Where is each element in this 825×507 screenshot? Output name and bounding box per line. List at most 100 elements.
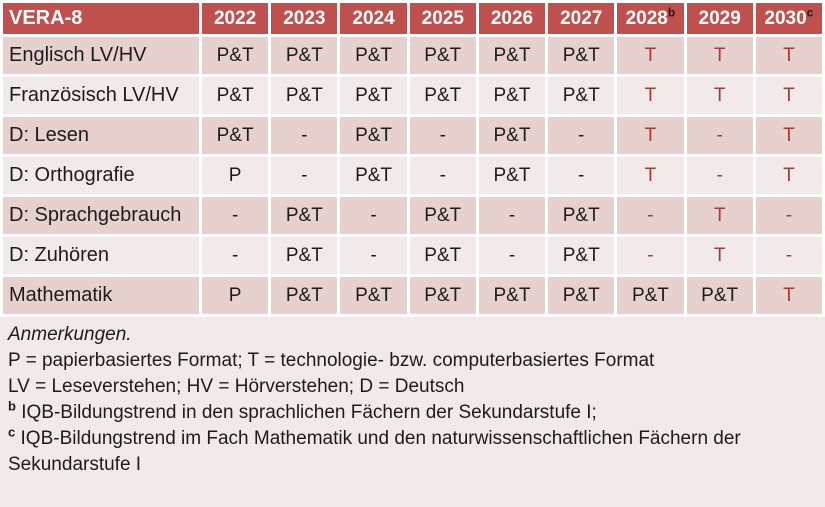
format-cell: P&T (617, 277, 684, 314)
format-cell: - (478, 237, 546, 274)
format-cell: P&T (340, 277, 407, 314)
year-header-cell: 2026 (478, 3, 546, 34)
vera8-schedule-table: VERA-8 2022 2023 2024 2025 2026 2027 2028b 2029… (3, 3, 822, 314)
format-cell: P&T (340, 117, 407, 154)
note-line: LV = Leseverstehen; HV = Hörverstehen; D… (8, 376, 465, 397)
format-cell: P&T (271, 237, 338, 274)
format-cell: T (617, 157, 684, 194)
format-cell: - (271, 117, 338, 154)
format-cell: P (202, 277, 269, 314)
year-header-cell: 2028b (617, 3, 684, 34)
table-row: D: Sprachgebrauch - P&T - P&T - P&T - T - (3, 197, 822, 234)
notes-section: Anmerkungen. P = papierbasiertes Format;… (0, 317, 825, 507)
format-cell: P&T (409, 277, 476, 314)
format-cell: T (686, 77, 753, 114)
subject-label-cell: D: Lesen (3, 117, 199, 154)
format-cell: - (548, 157, 615, 194)
format-cell: - (409, 157, 476, 194)
format-cell: P&T (478, 37, 546, 74)
table-body: Englisch LV/HV P&T P&T P&T P&T P&T P&T T T T Franz… (3, 37, 822, 314)
format-cell: P&T (202, 77, 269, 114)
format-cell: P&T (478, 77, 546, 114)
footnote-marker: b (667, 5, 676, 20)
year-header-cell: 2029 (686, 3, 753, 34)
year-header-cell: 2025 (409, 3, 476, 34)
note-line: c IQB-Bildungstrend im Fach Mathematik u… (8, 424, 741, 475)
notes-heading: Anmerkungen. (8, 324, 132, 345)
subject-label-cell: Englisch LV/HV (3, 37, 199, 74)
note-line: P = papierbasiertes Format; T = technolo… (8, 350, 655, 371)
format-cell: T (755, 77, 822, 114)
year-header-cell: 2027 (548, 3, 615, 34)
format-cell: P&T (202, 37, 269, 74)
format-cell: - (548, 117, 615, 154)
format-cell: P&T (409, 37, 476, 74)
table-title-cell: VERA-8 (3, 3, 199, 34)
format-cell: P&T (271, 197, 338, 234)
format-cell: T (755, 37, 822, 74)
year-header-cell: 2024 (340, 3, 407, 34)
year-header-cell: 2023 (271, 3, 338, 34)
format-cell: - (271, 157, 338, 194)
format-cell: - (202, 237, 269, 274)
format-cell: T (617, 77, 684, 114)
format-cell: T (686, 237, 753, 274)
format-cell: P&T (478, 157, 546, 194)
table-row: Französisch LV/HV P&T P&T P&T P&T P&T P&T T T T (3, 77, 822, 114)
format-cell: - (755, 237, 822, 274)
footnote-marker: c (8, 424, 16, 440)
table-row: Englisch LV/HV P&T P&T P&T P&T P&T P&T T T T (3, 37, 822, 74)
format-cell: - (340, 237, 407, 274)
table-header-row: VERA-8 2022 2023 2024 2025 2026 2027 2028b 2029… (3, 3, 822, 34)
format-cell: - (478, 197, 546, 234)
format-cell: P&T (202, 117, 269, 154)
year-header-cell: 2022 (202, 3, 269, 34)
format-cell: P&T (478, 277, 546, 314)
footnote-marker: b (8, 398, 16, 414)
format-cell: T (686, 197, 753, 234)
table-row: D: Zuhören - P&T - P&T - P&T - T - (3, 237, 822, 274)
format-cell: - (340, 197, 407, 234)
format-cell: P&T (409, 197, 476, 234)
format-cell: - (409, 117, 476, 154)
format-cell: P&T (548, 77, 615, 114)
format-cell: T (617, 37, 684, 74)
format-cell: - (686, 117, 753, 154)
format-cell: P&T (548, 237, 615, 274)
year-header-cell: 2030c (755, 3, 822, 34)
table-row: Mathematik P P&T P&T P&T P&T P&T P&T P&T T (3, 277, 822, 314)
table-row: D: Lesen P&T - P&T - P&T - T - T (3, 117, 822, 154)
footnote-marker: c (806, 5, 814, 20)
format-cell: - (202, 197, 269, 234)
format-cell: P&T (340, 157, 407, 194)
format-cell: P (202, 157, 269, 194)
subject-label-cell: D: Sprachgebrauch (3, 197, 199, 234)
format-cell: - (617, 237, 684, 274)
format-cell: - (617, 197, 684, 234)
subject-label-cell: Französisch LV/HV (3, 77, 199, 114)
format-cell: T (686, 37, 753, 74)
format-cell: P&T (271, 277, 338, 314)
format-cell: P&T (340, 37, 407, 74)
table-row: D: Orthografie P - P&T - P&T - T - T (3, 157, 822, 194)
format-cell: P&T (409, 77, 476, 114)
format-cell: P&T (548, 197, 615, 234)
subject-label-cell: Mathematik (3, 277, 199, 314)
format-cell: P&T (340, 77, 407, 114)
format-cell: P&T (686, 277, 753, 314)
format-cell: P&T (548, 277, 615, 314)
format-cell: T (755, 117, 822, 154)
format-cell: P&T (271, 37, 338, 74)
format-cell: P&T (409, 237, 476, 274)
note-line: b IQB-Bildungstrend in den sprachlichen … (8, 398, 597, 423)
format-cell: T (617, 117, 684, 154)
format-cell: P&T (478, 117, 546, 154)
format-cell: - (755, 197, 822, 234)
format-cell: T (755, 157, 822, 194)
format-cell: P&T (271, 77, 338, 114)
format-cell: P&T (548, 37, 615, 74)
subject-label-cell: D: Orthografie (3, 157, 199, 194)
format-cell: T (755, 277, 822, 314)
subject-label-cell: D: Zuhören (3, 237, 199, 274)
